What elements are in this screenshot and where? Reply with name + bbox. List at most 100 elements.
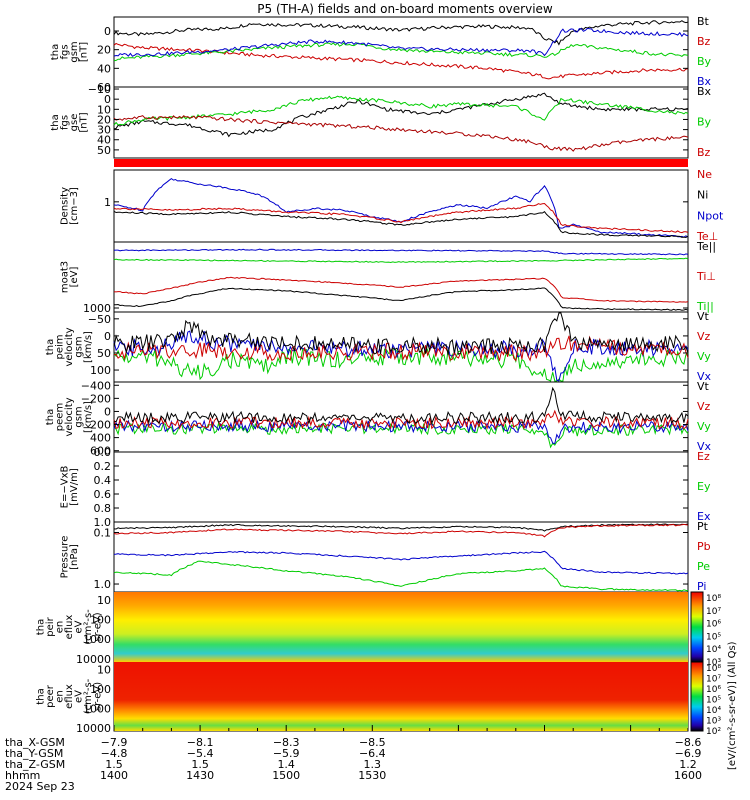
x-row-label: tha_X-GSM (5, 736, 65, 749)
y-tick-label: 10 (97, 594, 111, 607)
series-vt (113, 386, 689, 425)
series-vz (113, 335, 689, 362)
y-tick-label: 40 (97, 62, 111, 75)
y-tick-label: 10 (97, 664, 111, 677)
legend-ti-: Ti⊥ (696, 270, 716, 283)
colorbar-tick-label: 10⁴ (706, 706, 721, 716)
x-row-value: 1530 (358, 769, 386, 782)
x-row-value: 1.2 (679, 758, 697, 771)
separator-bar (114, 159, 688, 167)
x-row-label: tha_Y-GSM (5, 747, 63, 760)
x-row-value: −8.3 (273, 736, 300, 749)
y-tick-label: 0 (104, 25, 111, 38)
series-te- (114, 287, 689, 311)
y-axis-label: [cm−3] (69, 187, 80, 225)
y-tick-label: 40 (97, 134, 111, 147)
y-axis-label: [km/s] (83, 401, 94, 433)
series-ti- (113, 257, 689, 264)
y-tick-label: 50 (97, 347, 111, 360)
y-tick-label: 0.1 (94, 527, 112, 540)
y-axis-label: [nT] (78, 42, 89, 62)
y-tick-label: 0.2 (94, 460, 112, 473)
x-row-value: −5.9 (273, 747, 300, 760)
series-pi (113, 560, 689, 592)
legend-te-: Te|| (696, 240, 716, 253)
x-row-label: hhmm (5, 769, 40, 782)
y-axis-label: moat3 (59, 261, 70, 293)
legend-bt: Bt (697, 15, 710, 28)
series-pt (113, 523, 689, 532)
y-axis-label: Pressure (59, 536, 70, 579)
y-axis-label: gsm (74, 336, 85, 357)
colorbar-tick-label: 10⁸ (706, 664, 721, 674)
legend-bx: Bx (697, 85, 712, 98)
y-axis-label: gse (69, 114, 80, 132)
x-row-value: −5.4 (187, 747, 214, 760)
y-tick-label: 0 (104, 93, 111, 106)
x-row-value: −8.5 (359, 736, 386, 749)
legend-vx: Vx (697, 440, 712, 453)
legend-ni: Ni (697, 189, 708, 202)
electron-colorbar (690, 661, 704, 732)
colorbar-tick-label: 10⁷ (706, 675, 721, 685)
x-row-value: 1.4 (277, 758, 295, 771)
colorbar-tick-label: 10⁴ (706, 645, 721, 655)
y-axis-label: Density (59, 187, 70, 225)
panel-7: 0.00.20.40.60.81.0 E=−VxB[mV/m] Ez Ey Ex (59, 446, 711, 529)
time-axis: tha_X-GSM −7.9 −8.1 −8.3 −8.5 −8.6 tha_Y-GSM −4… (5, 725, 702, 793)
series-bz (113, 115, 689, 152)
series-vz (113, 409, 689, 431)
legend-bx: Bx (697, 75, 712, 88)
legend-vz: Vz (697, 330, 711, 343)
y-axis-label: en (55, 621, 66, 634)
y-axis-label: eV (74, 620, 85, 633)
y-tick-label: −200 (81, 392, 111, 405)
series-vt (113, 312, 689, 355)
x-row-value: 1430 (186, 769, 214, 782)
y-tick-label: 0.8 (94, 502, 112, 515)
colorbar-tick-label: 10⁵ (706, 696, 721, 706)
y-axis-label: peer (45, 684, 56, 708)
x-row-value: −6.4 (359, 747, 386, 760)
y-tick-label: 30 (97, 124, 111, 137)
legend-pb: Pb (697, 540, 711, 553)
y-tick-label: 0.0 (94, 446, 112, 459)
y-axis-label: sr-eV) (93, 612, 104, 641)
series-by (113, 95, 689, 126)
y-axis-label: [km/s] (83, 331, 94, 363)
panel-3: 1 Density[cm−3] Ne Ni Npot Te⊥ (59, 168, 724, 243)
y-axis-label: tha (45, 409, 56, 425)
y-axis-label: [mV/m] (69, 468, 80, 506)
legend-ne: Ne (697, 168, 712, 181)
ion-colorbar (690, 591, 704, 663)
y-axis-label: tha (45, 339, 56, 355)
legend-by: By (697, 116, 712, 129)
ion-spectrogram (114, 592, 688, 662)
x-row-label: tha_Z-GSM (5, 758, 65, 771)
y-tick-label: 1.0 (94, 578, 112, 591)
y-axis-label: (cm²-s- (83, 678, 94, 714)
y-axis-label: tha (36, 688, 47, 704)
series-bt (113, 20, 689, 46)
y-axis-label: peem (55, 403, 66, 431)
x-row-value: −6.9 (675, 747, 702, 760)
colorbar-tick-label: 10⁷ (706, 607, 721, 617)
legend-vx: Vx (697, 370, 712, 383)
legend-bz: Bz (697, 146, 711, 159)
y-axis-label: fgs (59, 115, 70, 130)
plot-title: P5 (TH-A) fields and on-board moments ov… (257, 2, 553, 16)
legend-ez: Ez (697, 450, 710, 463)
date-label: 2024 Sep 23 (5, 780, 75, 793)
y-tick-label: 10 (97, 103, 111, 116)
panel-8: 0.1 1.0 Pressure[nPa] Pt Pb Pe Pi (59, 520, 710, 593)
y-tick-label: −50 (88, 313, 111, 326)
y-tick-label: 0 (104, 330, 111, 343)
legend-by: By (697, 55, 712, 68)
y-tick-label: 400 (90, 432, 111, 445)
y-axis-label: eflux (64, 615, 75, 640)
panel-frame (113, 16, 689, 88)
x-row-value: 1600 (674, 769, 702, 782)
x-row-value: −8.1 (187, 736, 214, 749)
